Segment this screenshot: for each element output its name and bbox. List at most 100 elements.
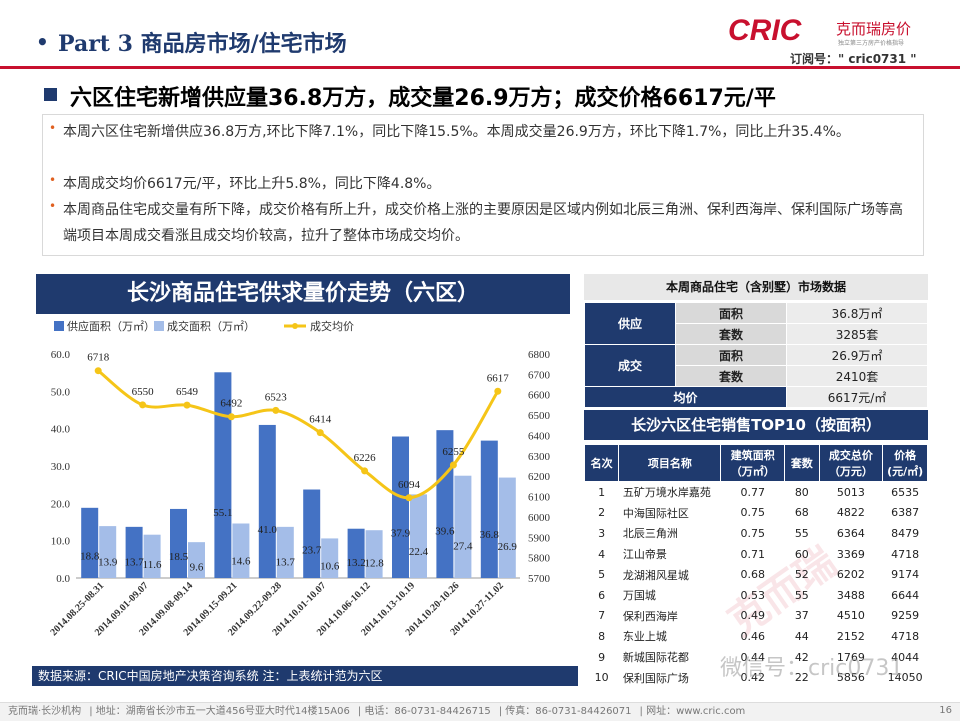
y-left-tick-label: 40.0 — [51, 424, 71, 436]
y-right-tick-label: 5800 — [528, 553, 551, 565]
bar-deal-value: 10.6 — [320, 560, 340, 572]
y-right-tick-label: 6100 — [528, 492, 551, 504]
bar-supply-value: 39.6 — [435, 526, 455, 538]
footer-item: | 传真：86-0731-84426071 — [498, 706, 632, 717]
top10-cell: 0.53 — [740, 588, 766, 602]
trend-chart: 0.0 10.0 20.0 30.0 40.0 50.0 60.0 5700 5800 5900 6… — [36, 314, 570, 666]
deal-label: 成交 — [584, 344, 676, 387]
summary-box: • 本周六区住宅新增供应36.8万方,环比下降7.1%，同比下降15.5%。本周… — [42, 114, 924, 256]
y-left-tick-label: 50.0 — [51, 386, 71, 398]
subscribe-code: 订阅号：" cric0731 " — [790, 52, 917, 66]
price-point — [361, 467, 369, 475]
top10-cell: 7 — [598, 609, 606, 623]
bar-deal — [143, 534, 161, 578]
table-row: 5 龙湖湘风星城 0.68 52 6202 9174 — [585, 564, 928, 585]
top10-cell: 万国城 — [622, 589, 656, 603]
price-value: 6549 — [176, 386, 199, 398]
top10-cell: 1769 — [836, 650, 865, 664]
top10-cell: 52 — [794, 568, 809, 582]
headline: 六区住宅新增供应量36.8万方，成交量26.9万方；成交价格6617元/平 — [70, 86, 776, 111]
bar-deal — [321, 538, 339, 578]
price-line — [97, 369, 500, 500]
top10-cell: 0.44 — [740, 650, 766, 664]
top10-cell: 1 — [598, 485, 606, 499]
table-row: 2 中海国际社区 0.75 68 4822 6387 — [585, 503, 928, 524]
bar-deal — [410, 494, 427, 578]
price-point — [494, 387, 502, 395]
y-right-tick-label: 6600 — [528, 390, 551, 402]
top10-cell: 55 — [794, 526, 809, 540]
bar-deal-value: 9.6 — [190, 562, 204, 574]
price-point — [316, 429, 324, 437]
top10-cell: 44 — [794, 629, 809, 643]
table-row: 10 保利国际广场 0.42 22 5856 14050 — [585, 667, 928, 688]
bar-deal — [188, 542, 205, 578]
supply-label: 供应 — [584, 302, 676, 345]
table-row: 7 保利西海岸 0.49 37 4510 9259 — [585, 606, 928, 627]
top10-cell: 五矿万境水岸嘉苑 — [622, 486, 711, 500]
price-point — [405, 494, 413, 502]
price-value: 6414 — [309, 414, 332, 426]
bar-supply — [436, 430, 454, 578]
price-point — [449, 461, 457, 469]
top10-cell: 8 — [598, 629, 606, 643]
bar-supply-value: 13.2 — [346, 557, 365, 569]
legend-label: 供应面积（万㎡） — [67, 319, 155, 333]
footer-bar: 克而瑞·长沙机构 | 地址：湖南省长沙市五一大道456号亚大时代14楼15A06 |… — [0, 702, 960, 721]
y-right-tick-label: 6500 — [528, 410, 551, 422]
table-row: 6 万国城 0.53 55 3488 6644 — [585, 585, 928, 606]
y-right-tick-label: 6200 — [528, 471, 551, 483]
price-value: 6617 — [487, 372, 510, 384]
bar-supply — [81, 507, 99, 578]
bar-supply — [392, 436, 409, 578]
top10-cell: 4718 — [891, 629, 920, 643]
top10-header-cell: 成交总价（万元） — [818, 444, 884, 482]
market-row-key: 套数 — [675, 323, 787, 345]
top10-cell: 68 — [794, 506, 809, 520]
price-point — [94, 367, 102, 375]
price-value: 6718 — [87, 352, 110, 364]
y-right-tick-label: 6400 — [528, 430, 551, 442]
footer-item: | 电话：86-0731-84426715 — [357, 706, 491, 717]
market-row-value: 26.9万㎡ — [786, 344, 928, 366]
title-bullet: • — [36, 30, 49, 54]
bar-deal-value: 27.4 — [453, 540, 473, 552]
bar-deal — [454, 475, 472, 578]
market-data-table: 供应 面积 36.8万㎡ 套数 3285套 成交 面积 26.9万㎡ 套数 24… — [584, 302, 928, 408]
top10-cell: 6644 — [891, 588, 920, 602]
bullet-dot-icon: • — [49, 173, 57, 187]
bar-deal — [276, 526, 294, 578]
top10-cell: 0.71 — [740, 547, 766, 561]
cric-logo: CRIC 克而瑞房价 独立第三方房产价格指导 — [728, 14, 911, 47]
top10-cell: 龙湖湘风星城 — [622, 568, 689, 582]
top10-cell: 北辰三角洲 — [622, 527, 678, 541]
avg-price-label: 均价 — [584, 386, 787, 408]
y-right-tick-label: 5900 — [528, 532, 551, 544]
top10-cell: 3488 — [836, 588, 865, 602]
top10-cell: 6387 — [891, 506, 920, 520]
top10-cell: 4718 — [891, 547, 920, 561]
top10-cell: 55 — [794, 588, 809, 602]
top10-cell: 3369 — [836, 547, 865, 561]
bar-supply-value: 55.1 — [213, 507, 232, 519]
bar-supply — [214, 372, 232, 578]
top10-header-cell: 项目名称 — [618, 444, 722, 482]
y-left-tick-label: 20.0 — [51, 498, 71, 510]
y-left-tick-label: 10.0 — [51, 536, 71, 548]
y-left-tick-label: 60.0 — [51, 349, 71, 361]
price-point — [183, 401, 191, 409]
top10-cell: 4044 — [891, 650, 920, 664]
top10-cell: 5 — [598, 568, 606, 582]
footer-item: | 网址：www.cric.com — [639, 706, 746, 717]
bar-supply-value: 23.7 — [302, 545, 322, 557]
y-right-tick-label: 6800 — [528, 349, 551, 361]
table-row: 8 东业上城 0.46 44 2152 4718 — [585, 626, 928, 647]
headline-square-icon — [44, 88, 57, 101]
top10-cell: 22 — [794, 671, 809, 685]
bar-deal-value: 14.6 — [231, 556, 251, 568]
bar-deal — [99, 526, 117, 578]
top10-cell: 5013 — [836, 485, 865, 499]
bar-supply-value: 18.5 — [169, 551, 189, 563]
top10-cell: 新城国际花都 — [622, 651, 689, 665]
top10-cell: 中海国际社区 — [622, 506, 689, 520]
